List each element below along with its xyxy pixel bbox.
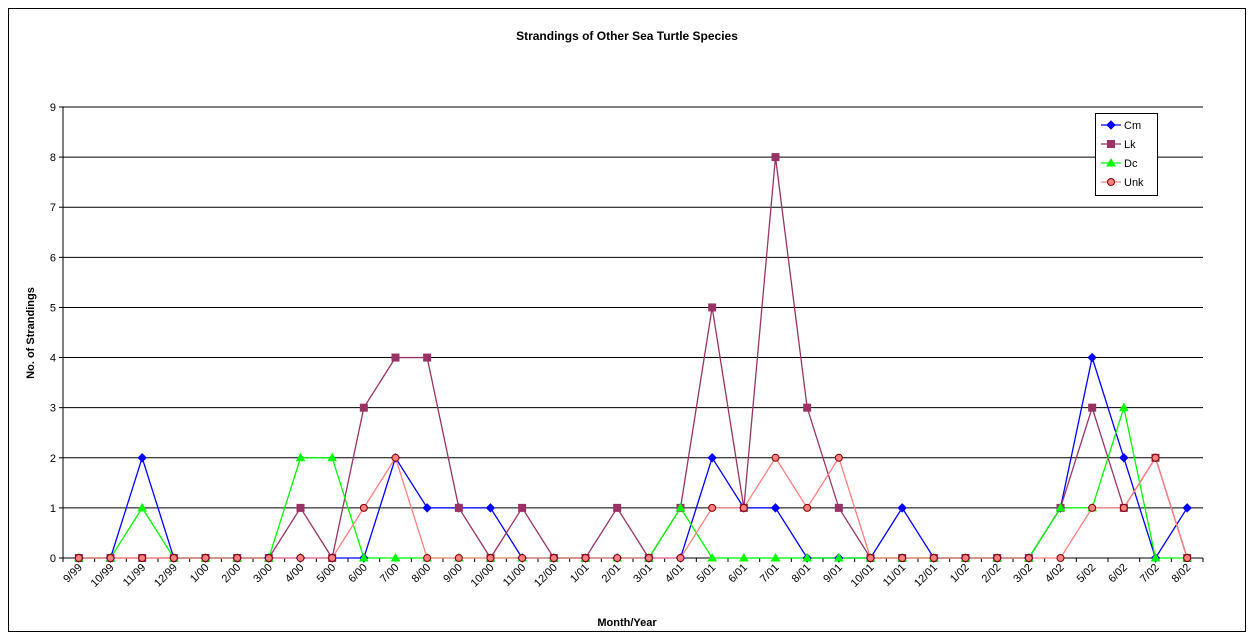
marker: [898, 554, 907, 562]
marker: [1107, 178, 1115, 186]
marker: [359, 503, 368, 512]
marker: [169, 554, 178, 562]
y-axis-title: No. of Strandings: [25, 287, 37, 379]
marker: [897, 503, 907, 513]
marker: [961, 554, 970, 562]
marker: [739, 503, 748, 512]
marker: [1118, 402, 1129, 412]
marker: [295, 452, 306, 462]
marker: [771, 453, 780, 462]
series-line: [78, 456, 1188, 559]
marker: [485, 503, 496, 513]
marker: [708, 303, 717, 312]
y-tick-label: 6: [50, 252, 56, 264]
marker: [358, 552, 369, 562]
marker: [1182, 503, 1192, 513]
marker: [834, 453, 843, 462]
marker: [613, 554, 622, 562]
marker: [1119, 453, 1129, 463]
marker: [423, 554, 432, 562]
marker: [1183, 554, 1192, 562]
marker: [581, 554, 590, 562]
marker: [707, 552, 718, 562]
marker: [866, 554, 875, 562]
marker: [201, 554, 210, 562]
marker: [770, 503, 781, 513]
marker: [1087, 352, 1097, 363]
marker: [1024, 554, 1033, 562]
marker: [296, 554, 305, 562]
marker: [1151, 453, 1160, 462]
x-axis-title: Month/Year: [597, 617, 657, 629]
y-tick-label: 1: [50, 503, 56, 515]
y-tick-label: 8: [50, 152, 56, 164]
y-tick-label: 2: [50, 453, 56, 465]
marker: [770, 552, 781, 562]
y-tick-label: 3: [50, 403, 56, 415]
marker: [327, 452, 338, 462]
marker: [708, 503, 717, 512]
marker: [74, 554, 83, 562]
marker: [264, 554, 273, 562]
y-tick-label: 4: [50, 353, 56, 365]
y-tick-label: 0: [50, 553, 56, 565]
chart-title: Strandings of Other Sea Turtle Species: [516, 29, 738, 43]
y-tick-label: 9: [50, 102, 56, 114]
marker: [296, 503, 305, 512]
marker: [1119, 503, 1128, 512]
marker: [137, 502, 148, 512]
marker: [137, 453, 147, 463]
marker: [390, 552, 401, 562]
marker: [802, 552, 813, 562]
marker: [833, 552, 844, 562]
marker: [1106, 157, 1116, 167]
marker: [391, 353, 400, 362]
marker: [233, 554, 242, 562]
legend-label: Cm: [1124, 120, 1141, 132]
marker: [1150, 552, 1161, 562]
marker: [675, 502, 686, 512]
marker: [738, 552, 749, 562]
marker: [803, 503, 812, 512]
legend-label: Dc: [1124, 158, 1138, 170]
marker: [676, 554, 685, 562]
marker: [549, 554, 558, 562]
marker: [929, 554, 938, 562]
marker: [644, 554, 653, 562]
marker: [993, 554, 1002, 562]
legend-label: Lk: [1124, 139, 1136, 151]
marker: [518, 554, 527, 562]
marker: [359, 403, 368, 412]
marker: [106, 554, 115, 562]
marker: [1088, 403, 1097, 412]
marker: [613, 503, 622, 512]
marker: [391, 453, 400, 462]
marker: [1056, 554, 1065, 562]
marker: [771, 153, 780, 162]
marker: [423, 353, 432, 362]
marker: [454, 503, 463, 512]
marker: [328, 554, 337, 562]
marker: [138, 554, 147, 562]
marker: [1088, 503, 1097, 512]
legend-label: Unk: [1124, 177, 1144, 189]
marker: [1107, 140, 1115, 148]
chart-border: [8, 8, 1246, 632]
marker: [486, 554, 495, 562]
marker: [454, 554, 463, 562]
marker: [707, 453, 717, 463]
marker: [834, 503, 843, 512]
y-tick-label: 7: [50, 202, 56, 214]
marker: [422, 503, 432, 513]
marker: [1055, 502, 1066, 512]
y-tick-label: 5: [50, 302, 56, 314]
marker: [803, 403, 812, 412]
marker: [1106, 120, 1116, 130]
marker: [518, 503, 527, 512]
